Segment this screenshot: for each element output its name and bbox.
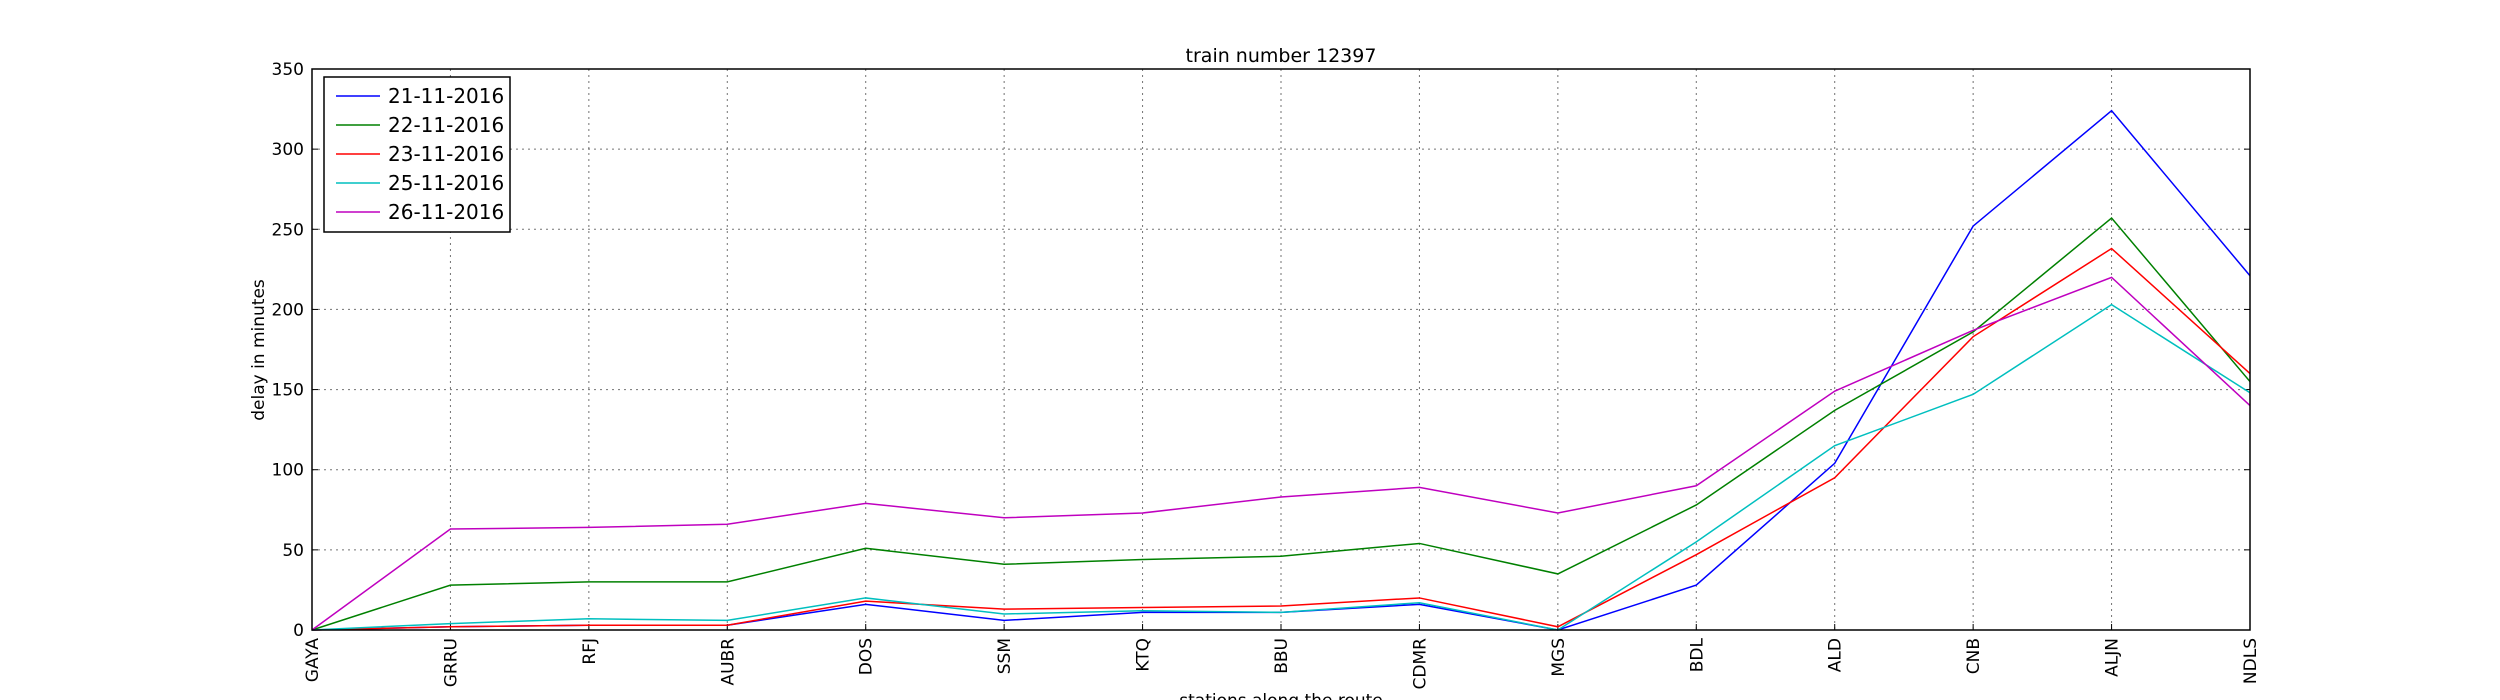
line — [311, 303, 2251, 631]
x-tick-label: CNB — [1964, 638, 1984, 674]
x-tick-label: ALD — [1826, 638, 1846, 672]
line — [311, 276, 2251, 631]
y-tick-label: 350 — [272, 60, 304, 80]
line — [311, 247, 2251, 631]
legend-label: 26-11-2016 — [388, 200, 504, 224]
x-tick-label: BBU — [1272, 638, 1292, 674]
x-tick-label: GRRU — [441, 638, 461, 687]
x-axis-label: stations along the route — [1179, 691, 1383, 700]
line — [311, 217, 2251, 631]
chart-title: train number 12397 — [1186, 45, 1377, 67]
y-tick-label: 50 — [282, 541, 304, 561]
x-tick-label: MGS — [1549, 638, 1569, 677]
legend-label: 25-11-2016 — [388, 171, 504, 195]
legend: 21-11-2016 22-11-2016 23-11-2016 25-11-2016… — [323, 76, 511, 233]
legend-label: 21-11-2016 — [388, 84, 504, 108]
x-tick-label: RFJ — [580, 638, 600, 665]
x-tick-label: SSM — [995, 638, 1015, 674]
x-tick-label: CDMR — [1410, 638, 1430, 690]
plot-frame — [311, 68, 2251, 631]
y-tick-label: 200 — [272, 300, 304, 320]
y-tick-label: 100 — [272, 461, 304, 481]
legend-label: 22-11-2016 — [388, 113, 504, 137]
x-tick-label: NDLS — [2241, 638, 2261, 684]
y-tick-label: 150 — [272, 381, 304, 401]
x-tick-label: AUBR — [718, 638, 738, 686]
x-tick-label: KTQ — [1134, 638, 1154, 672]
legend-label: 23-11-2016 — [388, 142, 504, 166]
y-tick-label: 250 — [272, 220, 304, 240]
x-tick-label: ALJN — [2103, 638, 2123, 677]
y-axis-label: delay in minutes — [249, 279, 269, 421]
x-tick-label: GAYA — [303, 638, 323, 683]
x-tick-label: BDL — [1687, 637, 1707, 672]
y-tick-label: 300 — [272, 140, 304, 160]
y-tick-label: 0 — [293, 621, 304, 641]
x-tick-label: DOS — [857, 638, 877, 675]
